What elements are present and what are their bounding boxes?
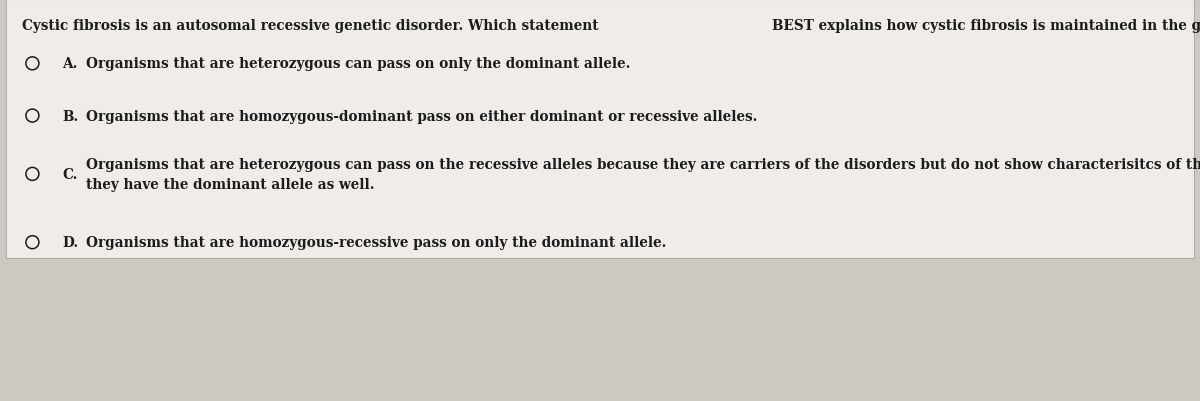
Text: D.: D. (62, 236, 78, 249)
Text: Cystic fibrosis is an autosomal recessive genetic disorder. Which statement: Cystic fibrosis is an autosomal recessiv… (22, 19, 602, 33)
Text: BEST explains how cystic fibrosis is maintained in the gene pool?: BEST explains how cystic fibrosis is mai… (772, 19, 1200, 33)
Text: Organisms that are homozygous-recessive pass on only the dominant allele.: Organisms that are homozygous-recessive … (86, 236, 667, 249)
Text: C.: C. (62, 168, 78, 181)
Text: Organisms that are homozygous-dominant pass on either dominant or recessive alle: Organisms that are homozygous-dominant p… (86, 109, 757, 123)
Text: B.: B. (62, 109, 79, 123)
Text: Organisms that are heterozygous can pass on the recessive alleles because they a: Organisms that are heterozygous can pass… (86, 158, 1200, 191)
Text: A.: A. (62, 57, 78, 71)
Text: Organisms that are heterozygous can pass on only the dominant allele.: Organisms that are heterozygous can pass… (86, 57, 631, 71)
FancyBboxPatch shape (6, 0, 1194, 259)
